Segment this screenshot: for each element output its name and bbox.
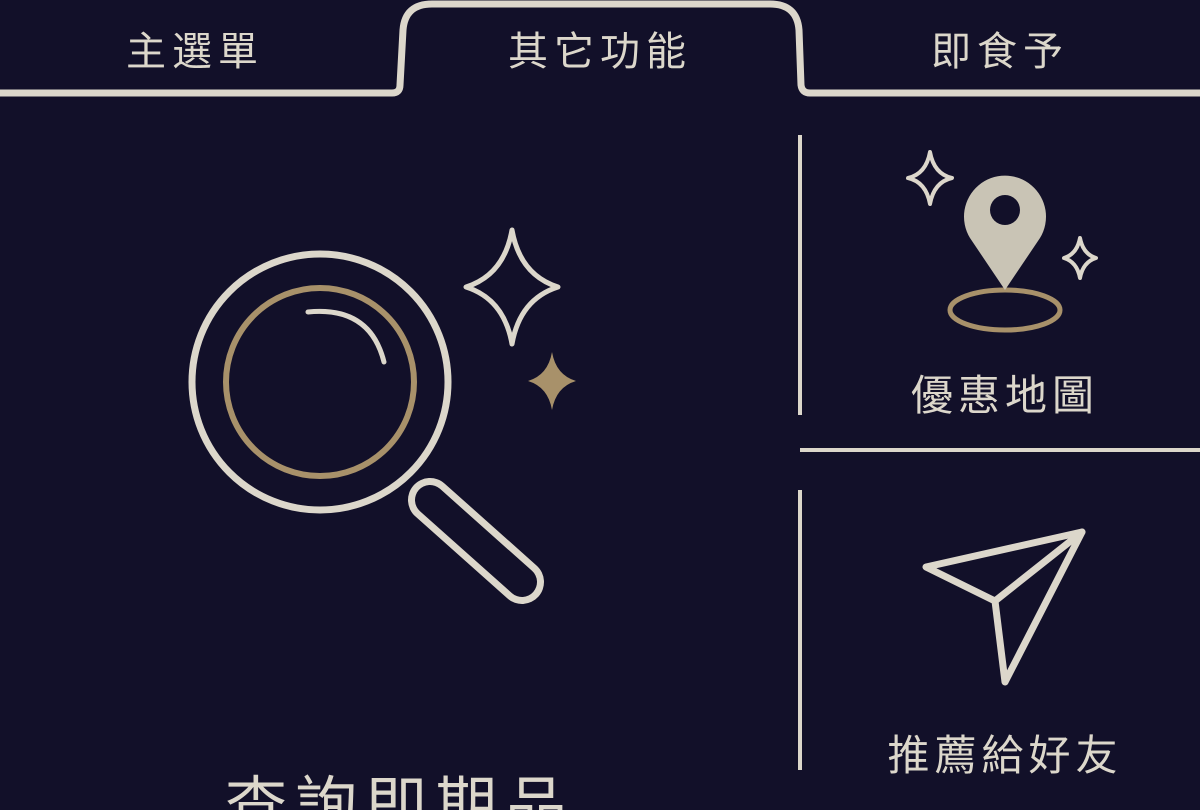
recommend-to-friend-button[interactable]: 推薦給好友 [830, 470, 1180, 790]
share-label: 推薦給好友 [887, 731, 1123, 780]
tab-ji-shi-yu-label: 即食予 [931, 28, 1069, 75]
map-label: 優惠地圖 [910, 371, 1099, 420]
search-label: 查詢即期品 [224, 769, 575, 810]
discount-map-button[interactable]: 優惠地圖 [830, 130, 1180, 430]
search-expiring-products-button[interactable]: 查詢即期品 [30, 130, 770, 810]
tab-ji-shi-yu[interactable]: 即食予 [850, 0, 1150, 95]
paper-plane-icon [922, 528, 1086, 686]
location-pin-icon [906, 150, 1098, 333]
tab-main-menu[interactable]: 主選單 [40, 0, 350, 95]
tab-other-functions[interactable]: 其它功能 [400, 0, 800, 95]
tab-other-functions-label: 其它功能 [508, 28, 692, 75]
tab-main-menu-label: 主選單 [126, 28, 264, 75]
magnifier-sparkle-icon [188, 227, 576, 604]
